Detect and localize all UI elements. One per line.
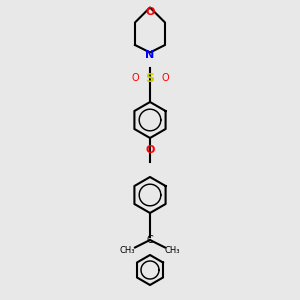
Text: O: O <box>145 145 155 155</box>
Text: CH₃: CH₃ <box>165 246 180 255</box>
Text: N: N <box>146 50 154 61</box>
Text: O: O <box>161 73 169 83</box>
Text: C: C <box>147 235 153 245</box>
Text: O: O <box>131 73 139 83</box>
Text: O: O <box>145 7 155 17</box>
Text: S: S <box>146 71 154 85</box>
Text: CH₃: CH₃ <box>120 246 135 255</box>
